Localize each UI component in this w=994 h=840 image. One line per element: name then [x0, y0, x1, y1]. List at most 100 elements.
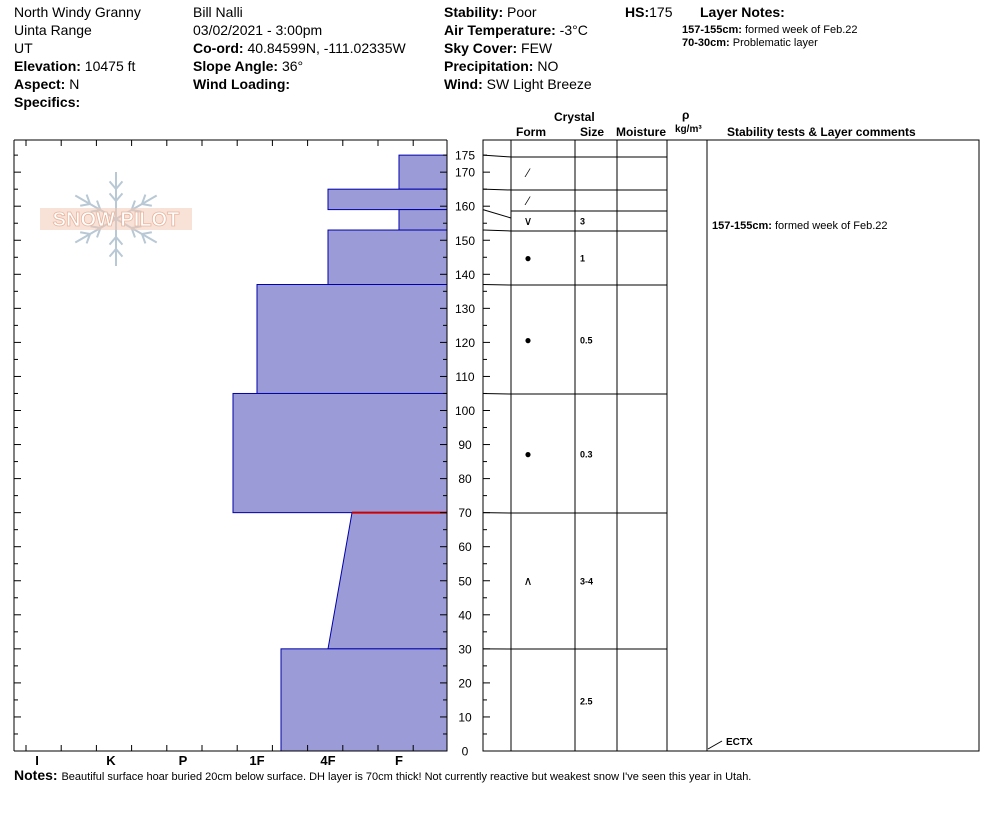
precip-label: Precipitation:: [444, 58, 534, 74]
coord-value: 40.84599N, -111.02335W: [247, 40, 406, 56]
y-tick-label: 80: [458, 472, 472, 486]
y-tick-label: 30: [458, 642, 472, 656]
crystal-form-symbol: ●: [524, 251, 531, 265]
snowflake-branch: [115, 248, 124, 258]
x-tick-label: I: [35, 753, 39, 768]
sky-row: Sky Cover: FEW: [444, 40, 552, 56]
x-axis: I K P 1F 4F F: [25, 140, 414, 768]
snowflake-branch: [141, 194, 147, 205]
air-temp-row: Air Temperature: -3°C: [444, 22, 588, 38]
elevation-value: 10475 ft: [84, 58, 136, 74]
notes-label: Notes:: [14, 767, 58, 783]
rho-header: ρ: [682, 108, 690, 122]
hs-value: 175: [649, 4, 673, 20]
notes-row: Notes: Beautiful surface hoar buried 20c…: [14, 767, 751, 783]
y-tick-label: 60: [458, 540, 472, 554]
test-pointer: [707, 740, 723, 750]
hardness-layers: [232, 154, 448, 752]
crystal-forms: ⁄ ⁄ ∨ 3 ● 1 ● 0.5 ● 0.3 ∧ 3-4 2.5: [524, 166, 723, 750]
snowflake-branch: [115, 236, 124, 246]
specifics-label: Specifics:: [14, 94, 81, 110]
stability-value: Poor: [507, 4, 537, 20]
layer-table: [482, 139, 980, 752]
crystal-size-label: 1: [580, 254, 585, 264]
y-tick-label: 175: [455, 149, 475, 163]
y-tick-label: 110: [455, 370, 474, 384]
crystal-form-symbol: ⁄: [524, 194, 531, 208]
crystal-form-symbol: ∧: [524, 574, 533, 588]
coord-row: Co-ord: 40.84599N, -111.02335W: [193, 40, 406, 56]
slope-value: 36°: [281, 58, 304, 74]
elevation-label: Elevation:: [14, 58, 81, 74]
y-tick-label: 70: [458, 506, 472, 520]
coord-label: Co-ord:: [193, 40, 244, 56]
wind-value: SW Light Breeze: [486, 76, 592, 92]
layer-connector: [482, 154, 512, 158]
x-tick-label: 1F: [249, 753, 264, 768]
x-tick-label: P: [179, 753, 188, 768]
y-axis: 0 10 20 30 40 50 60 70 80 90 100 110 120 130 140 150 160…: [14, 149, 490, 759]
comments-header: Stability tests & Layer comments: [727, 125, 916, 139]
y-tick-label: 90: [458, 438, 472, 452]
snowflake-branch: [115, 192, 124, 202]
hardness-layer: [327, 512, 448, 650]
elevation-row: Elevation: 10475 ft: [14, 58, 135, 74]
air-temp-value: -3°C: [559, 22, 588, 38]
snowflake-branch: [85, 194, 91, 205]
snowflake-branch: [141, 233, 147, 244]
snowflake-branch: [141, 231, 153, 235]
crystal-form-symbol: ∨: [524, 214, 533, 228]
x-tick-label: K: [106, 753, 116, 768]
snowflake-branch: [108, 236, 117, 246]
wind-row: Wind: SW Light Breeze: [444, 76, 592, 92]
wind-loading-label: Wind Loading:: [193, 76, 291, 92]
sky-value: FEW: [521, 40, 553, 56]
layer-comment-1: 157-155cm: formed week of Feb.22: [712, 220, 888, 232]
layer-connector: [482, 392, 512, 395]
observation-datetime: 03/02/2021 - 3:00pm: [193, 22, 323, 38]
y-tick-label: 170: [455, 166, 475, 180]
hardness-layer: [327, 188, 448, 211]
slope-row: Slope Angle: 36°: [193, 58, 303, 74]
y-tick-label: 20: [458, 676, 472, 690]
y-tick-label: 140: [455, 268, 475, 282]
layer-note-range: 157-155cm:: [682, 24, 742, 36]
crystal-size-label: 2.5: [580, 697, 593, 707]
snowflake-branch: [108, 248, 117, 258]
snowflake-branch: [108, 180, 117, 190]
y-tick-label: 40: [458, 608, 472, 622]
layer-connector: [482, 188, 512, 191]
y-tick-label: 130: [455, 302, 475, 316]
snowflake-branch: [115, 180, 124, 190]
layer-comment-range: 157-155cm:: [712, 220, 772, 232]
snowflake-branch: [141, 203, 153, 207]
density-unit-header: kg/m³: [675, 124, 702, 135]
location-name: North Windy Granny: [14, 4, 141, 20]
layer-comment-text: formed week of Feb.22: [775, 220, 888, 232]
snowflake-branch: [85, 233, 91, 244]
aspect-label: Aspect:: [14, 76, 66, 92]
crystal-size-label: 0.3: [580, 450, 593, 460]
y-tick-label: 50: [458, 574, 472, 588]
hardness-layer: [398, 209, 448, 231]
slope-label: Slope Angle:: [193, 58, 279, 74]
hs-row: HS:175: [625, 4, 672, 20]
precip-row: Precipitation: NO: [444, 58, 558, 74]
y-tick-label: 160: [455, 200, 475, 214]
layer-notes-title: Layer Notes:: [700, 4, 785, 20]
crystal-header: Crystal: [554, 110, 595, 124]
form-header: Form: [516, 125, 546, 139]
crystal-form-symbol: ⁄: [524, 166, 531, 180]
range-name: Uinta Range: [14, 22, 92, 38]
snowflake-branch: [79, 231, 91, 235]
hardness-layer: [327, 229, 448, 286]
precip-value: NO: [537, 58, 559, 74]
observer-name: Bill Nalli: [193, 4, 243, 20]
crystal-size-label: 0.5: [580, 336, 593, 346]
crystal-form-symbol: ●: [524, 447, 531, 461]
stability-label: Stability:: [444, 4, 504, 20]
x-tick-label: F: [395, 753, 403, 768]
moisture-header: Moisture: [616, 125, 667, 139]
sky-label: Sky Cover:: [444, 40, 518, 56]
